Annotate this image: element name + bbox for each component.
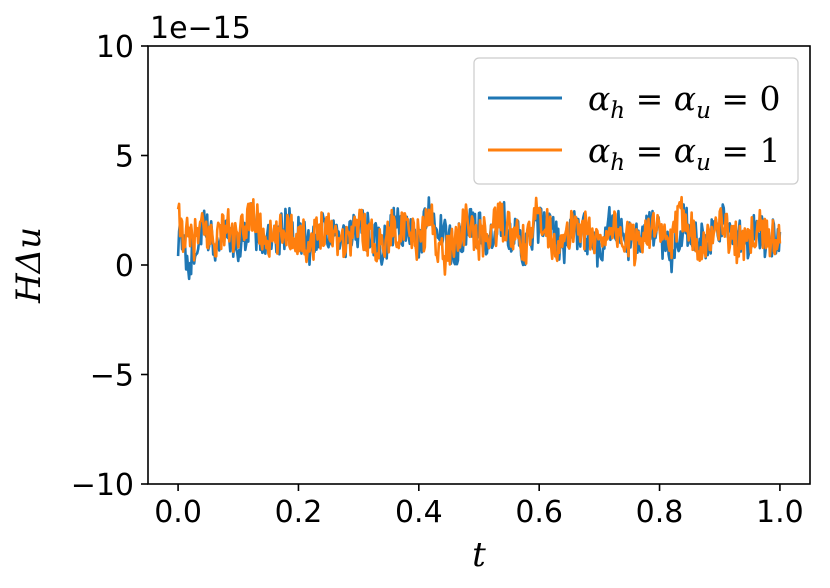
legend: αh = αu = 0 αh = αu = 1 bbox=[473, 57, 799, 185]
y-offset-text: 1e−15 bbox=[150, 11, 251, 46]
y-axis-title: HΔu bbox=[9, 227, 49, 304]
series-line-2 bbox=[176, 195, 782, 276]
y-tick-label: −10 bbox=[71, 468, 134, 503]
y-tick-label: 0 bbox=[115, 249, 134, 284]
x-axis: 0.0 0.2 0.4 0.6 0.8 1.0 bbox=[154, 484, 804, 530]
x-tick-label: 0.8 bbox=[636, 495, 684, 530]
x-axis-title: t bbox=[472, 535, 486, 575]
x-tick-label: 0.0 bbox=[154, 495, 202, 530]
x-tick-label: 0.6 bbox=[515, 495, 563, 530]
legend-box bbox=[473, 57, 799, 185]
x-tick-label: 0.2 bbox=[275, 495, 323, 530]
x-tick-label: 1.0 bbox=[756, 495, 804, 530]
y-tick-label: 10 bbox=[96, 30, 134, 65]
y-tick-label: −5 bbox=[90, 359, 134, 394]
series-layer bbox=[176, 195, 782, 281]
legend-label: αh = αu = 1 bbox=[588, 131, 781, 176]
y-tick-label: 5 bbox=[115, 140, 134, 175]
y-axis: −10 −5 0 5 10 bbox=[71, 30, 148, 503]
legend-label: αh = αu = 0 bbox=[588, 79, 781, 124]
x-tick-label: 0.4 bbox=[395, 495, 443, 530]
